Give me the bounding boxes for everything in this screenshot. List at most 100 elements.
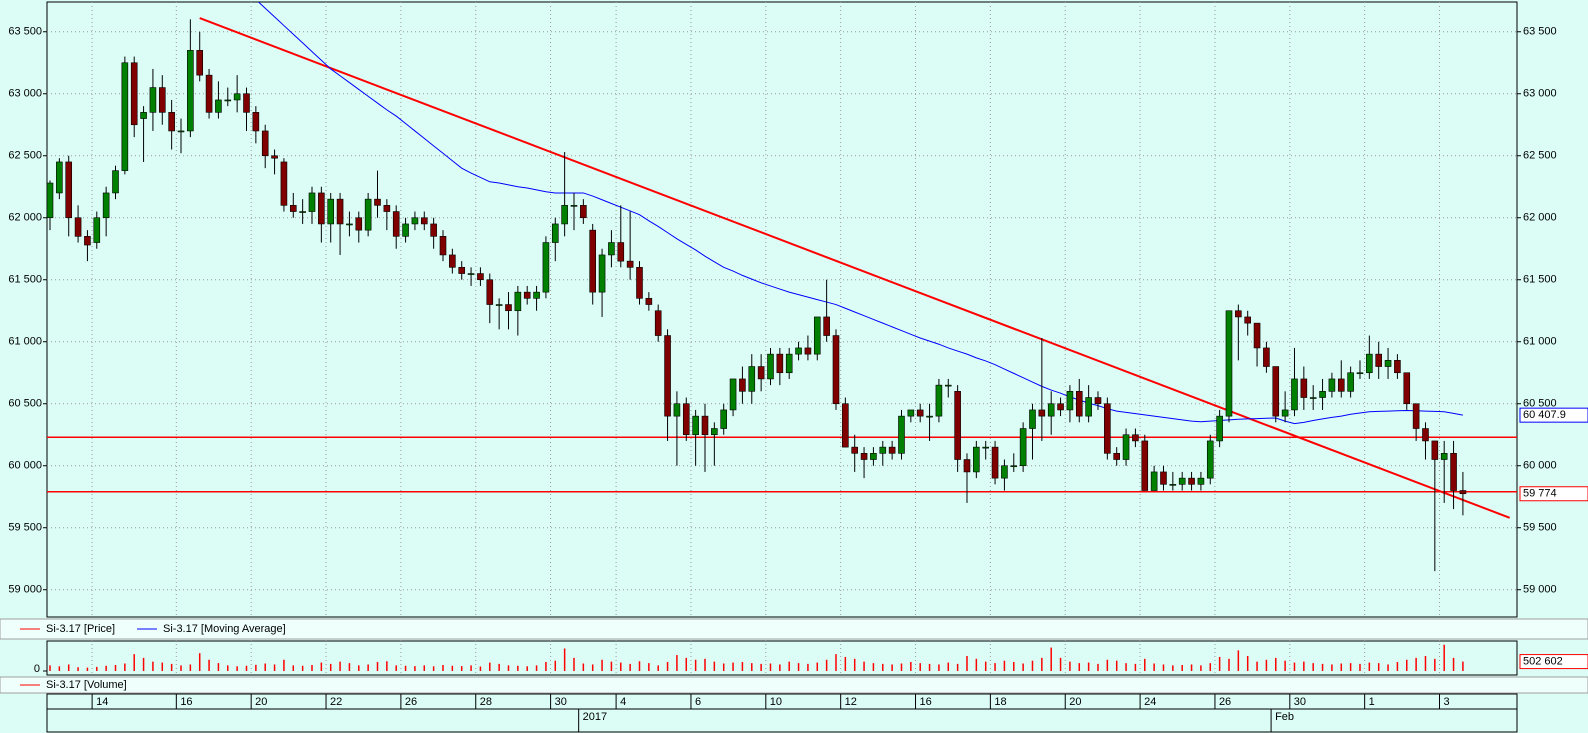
candle-body	[430, 223, 437, 237]
x-tick-label: 30	[1294, 696, 1306, 708]
candle-body	[926, 415, 933, 418]
candle-body	[785, 353, 793, 374]
candle-body	[673, 403, 681, 417]
x-tick-label: 10	[770, 696, 782, 708]
candle-body	[383, 205, 391, 212]
candle-body	[1272, 366, 1280, 417]
x-axis	[46, 693, 1518, 733]
candle-body	[645, 298, 653, 305]
y-tick-label: 63 500	[8, 26, 42, 38]
y-tick-label: 59 000	[1523, 584, 1557, 596]
candle-body	[93, 217, 101, 243]
x-tick-label: 24	[1144, 696, 1156, 708]
candle-body	[1075, 391, 1083, 417]
candle-body	[608, 242, 615, 256]
candle-body	[495, 304, 503, 306]
candle-body	[1300, 378, 1308, 398]
candle-body	[1253, 322, 1261, 349]
candle-body	[261, 130, 269, 157]
candle-body	[1066, 391, 1074, 411]
candle-body	[1328, 378, 1336, 392]
y-tick-label: 61 500	[8, 274, 42, 286]
candle-body	[355, 217, 363, 231]
candle-body	[158, 87, 166, 113]
candle-body	[776, 353, 784, 374]
x-tick-label: 3	[1444, 696, 1450, 708]
y-tick-label: 62 500	[8, 150, 42, 162]
candle-body	[1366, 353, 1373, 374]
y-tick-label: 62 500	[1523, 150, 1557, 162]
candle-body	[149, 87, 157, 113]
candle-body	[1412, 403, 1420, 429]
candle-body	[1160, 471, 1167, 485]
candle-body	[944, 384, 952, 387]
y-tick-label: 61 500	[1523, 274, 1557, 286]
candle-body	[458, 267, 466, 274]
candle-body	[1178, 477, 1186, 485]
legend-strip	[0, 676, 1588, 694]
candle-body	[84, 236, 91, 246]
candle-body	[1431, 440, 1439, 460]
candle-body	[1356, 372, 1364, 375]
candle-body	[47, 182, 54, 219]
candle-body	[308, 192, 316, 212]
last-value-label: 59 774	[1523, 488, 1557, 500]
candle-body	[392, 211, 400, 237]
y-tick-label: 60 000	[1523, 460, 1557, 472]
candle-body	[748, 366, 756, 392]
y-tick-label: 63 500	[1523, 26, 1557, 38]
candle-body	[711, 428, 718, 436]
x-tick-label: 12	[845, 696, 857, 708]
candle-body	[1384, 360, 1392, 367]
candle-body	[1263, 347, 1270, 367]
y-tick-label: 59 500	[1523, 522, 1557, 534]
candle-body	[589, 229, 597, 293]
last-value-box	[1519, 654, 1588, 670]
candle-body	[757, 366, 765, 380]
candle-body	[898, 415, 905, 454]
y-tick-label: 63 000	[1523, 88, 1557, 100]
x-tick-label: 30	[555, 696, 567, 708]
volume-plot	[49, 644, 1464, 671]
candle-body	[1029, 409, 1036, 429]
grid	[47, 2, 1517, 674]
x-tick-label: 20	[255, 696, 267, 708]
candle-body	[112, 170, 119, 194]
candle-body	[1281, 409, 1289, 417]
candle-body	[1085, 397, 1092, 417]
candle-body	[739, 378, 746, 392]
candle-body	[729, 378, 737, 411]
y-tick-label: 60 000	[8, 460, 42, 472]
candle-body	[364, 198, 372, 231]
candle-body	[963, 459, 971, 473]
candle-body	[439, 236, 447, 256]
y-tick-label: 60 500	[8, 398, 42, 410]
candle-body	[1188, 477, 1195, 485]
y-tick-label: 61 000	[8, 336, 42, 348]
candle-body	[973, 446, 980, 473]
candle-body	[1216, 415, 1223, 442]
x-tick-label: 22	[330, 696, 342, 708]
candle-body	[617, 242, 625, 262]
last-value-label: 60 407.9	[1523, 409, 1566, 421]
legend-strip	[0, 618, 1588, 640]
candle-body	[1225, 310, 1233, 417]
candle-body	[982, 446, 990, 449]
candle-body	[1394, 360, 1401, 374]
x-tick-label: 14	[96, 696, 108, 708]
candle-body	[336, 198, 344, 225]
legend-label: Si-3.17 [Moving Average]	[163, 623, 286, 635]
candle-body	[318, 192, 325, 225]
candle-body	[832, 335, 840, 405]
candle-body	[271, 155, 278, 159]
candle-body	[477, 273, 484, 281]
candle-body	[514, 291, 522, 312]
candle-body	[1141, 440, 1149, 491]
candle-body	[505, 304, 512, 312]
candle-body	[879, 446, 887, 454]
candle-body	[1450, 453, 1457, 491]
candle-body	[1235, 310, 1242, 318]
candle-body	[795, 347, 802, 355]
candle-body	[1337, 378, 1345, 392]
